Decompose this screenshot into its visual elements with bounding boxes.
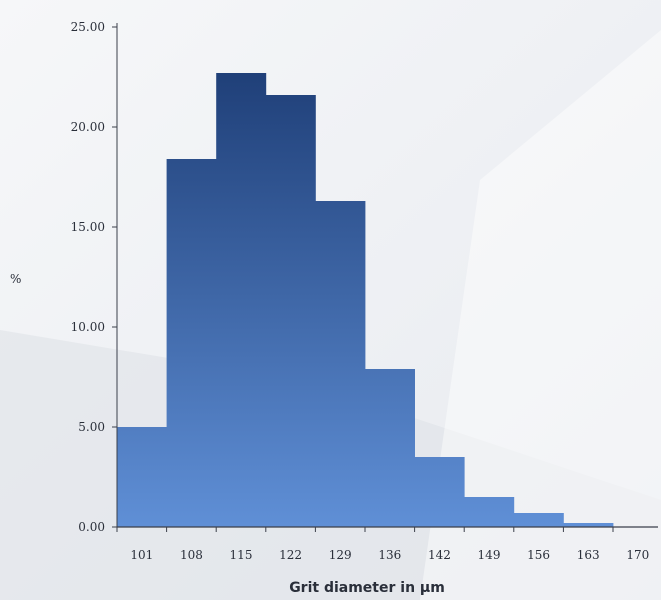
x-tick-label: 129: [329, 548, 352, 562]
bar-142: [414, 457, 465, 527]
bars-group: [117, 73, 614, 527]
x-tick-label: 156: [527, 548, 550, 562]
x-tick-label: 122: [279, 548, 302, 562]
bar-163: [563, 523, 614, 527]
y-tick-label: 0.00: [78, 520, 105, 534]
y-axis: 0.00 5.00 10.00 15.00 20.00 25.00: [71, 20, 118, 534]
x-tick-label: 101: [130, 548, 153, 562]
x-tick-label: 108: [180, 548, 203, 562]
y-tick-label: 10.00: [71, 320, 105, 334]
bar-149: [464, 497, 515, 527]
y-tick-label: 20.00: [71, 120, 105, 134]
bar-136: [365, 369, 415, 527]
x-tick-label: 163: [577, 548, 600, 562]
bar-115: [216, 73, 267, 527]
bar-156: [513, 513, 564, 527]
y-tick-label: 25.00: [71, 20, 105, 34]
bar-108: [166, 159, 217, 527]
x-tick-label: 149: [478, 548, 501, 562]
y-tick-label: 15.00: [71, 220, 105, 234]
bar-122: [265, 95, 316, 527]
background-highlight: [420, 30, 661, 600]
x-tick-label: 136: [378, 548, 401, 562]
x-axis-title: Grit diameter in µm: [289, 580, 445, 596]
bar-129: [315, 201, 366, 527]
y-axis-title: %: [10, 272, 21, 286]
y-tick-label: 5.00: [78, 420, 105, 434]
x-tick-label: 115: [230, 548, 253, 562]
bar-101: [117, 427, 167, 527]
x-tick-label: 142: [428, 548, 451, 562]
x-tick-label: 170: [626, 548, 649, 562]
x-axis: 101 108 115 122 129 136 142 149 156 163 170: [116, 526, 658, 562]
